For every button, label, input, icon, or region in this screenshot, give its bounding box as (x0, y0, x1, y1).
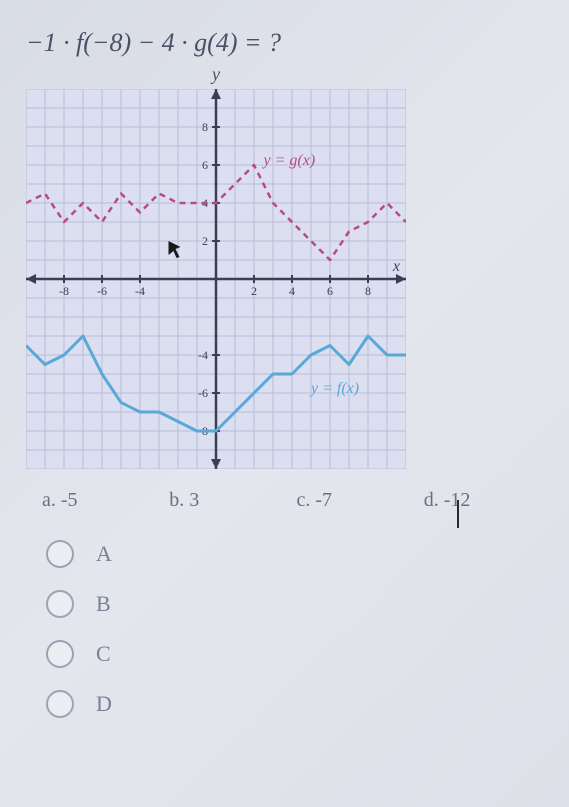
svg-text:6: 6 (327, 284, 333, 298)
svg-text:-8: -8 (59, 284, 69, 298)
text-cursor-icon (457, 500, 459, 528)
svg-text:8: 8 (202, 120, 208, 134)
radio-icon[interactable] (46, 540, 74, 568)
svg-text:2: 2 (251, 284, 257, 298)
option-d[interactable]: D (46, 690, 551, 718)
svg-text:y = g(x): y = g(x) (262, 152, 316, 169)
option-label: D (96, 691, 112, 717)
svg-text:-4: -4 (135, 284, 145, 298)
radio-icon[interactable] (46, 690, 74, 718)
radio-icon[interactable] (46, 590, 74, 618)
option-b[interactable]: B (46, 590, 551, 618)
answer-a: a. -5 (42, 489, 169, 512)
svg-text:8: 8 (365, 284, 371, 298)
option-label: C (96, 641, 111, 667)
function-graph: -8-6-42468-8-6-42468xy = g(x)y = f(x) (26, 89, 406, 469)
answer-d: d. -12 (424, 489, 551, 512)
svg-text:-4: -4 (198, 348, 208, 362)
answer-c: c. -7 (297, 489, 424, 512)
svg-text:-6: -6 (97, 284, 107, 298)
svg-text:y = f(x): y = f(x) (309, 380, 359, 397)
svg-text:2: 2 (202, 234, 208, 248)
options-list: A B C D (18, 540, 551, 718)
graph-container: -8-6-42468-8-6-42468xy = g(x)y = f(x) (26, 89, 406, 469)
option-c[interactable]: C (46, 640, 551, 668)
svg-text:-6: -6 (198, 386, 208, 400)
option-label: A (96, 541, 112, 567)
answer-b: b. 3 (169, 489, 296, 512)
svg-text:4: 4 (289, 284, 295, 298)
answer-row: a. -5 b. 3 c. -7 d. -12 (18, 489, 551, 512)
svg-text:x: x (392, 258, 400, 275)
question-text: −1 · f(−8) − 4 · g(4) = ? (18, 28, 551, 58)
radio-icon[interactable] (46, 640, 74, 668)
option-a[interactable]: A (46, 540, 551, 568)
y-axis-label: y (26, 64, 406, 85)
svg-text:6: 6 (202, 158, 208, 172)
option-label: B (96, 591, 111, 617)
